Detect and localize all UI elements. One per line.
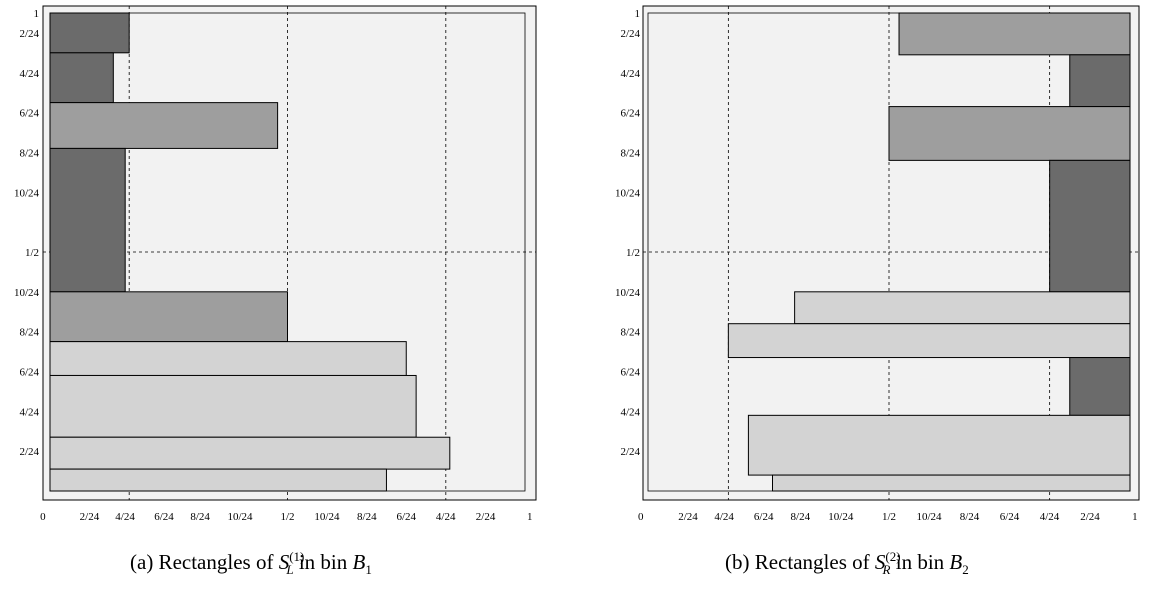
item-rectangle-5: [49, 291, 288, 343]
x-tick-label: 0: [638, 511, 644, 523]
y-tick-label: 6/24: [620, 108, 640, 120]
y-tick-label: 4/24: [620, 68, 640, 80]
item-rectangle-6: [727, 323, 1131, 359]
x-tick-label: 6/24: [396, 511, 416, 523]
caption-a: (a) Rectangles of S(1)L in bin B1: [130, 549, 372, 578]
y-tick-label: 4/24: [19, 406, 39, 418]
x-tick-label: 10/24: [916, 511, 942, 523]
y-tick-label: 4/24: [620, 406, 640, 418]
y-tick-label: 2/24: [19, 446, 39, 458]
y-tick-label: 2/24: [620, 446, 640, 458]
x-tick-label: 10/24: [227, 511, 253, 523]
y-tick-label: 1: [34, 8, 40, 20]
x-tick-label: 8/24: [357, 511, 377, 523]
item-rectangle-8: [49, 436, 451, 470]
x-tick-label: 0: [40, 511, 46, 523]
y-tick-label: 6/24: [19, 108, 39, 120]
y-tick-label: 6/24: [19, 367, 39, 379]
item-rectangle-3: [49, 102, 279, 149]
y-tick-label: 8/24: [620, 327, 640, 339]
x-tick-label: 2/24: [80, 511, 100, 523]
y-tick-label: 2/24: [19, 28, 39, 40]
y-tick-label: 4/24: [19, 68, 39, 80]
x-tick-label: 2/24: [1080, 511, 1100, 523]
x-tick-label: 10/24: [314, 511, 340, 523]
x-tick-label: 1/2: [280, 511, 294, 523]
y-tick-label: 8/24: [19, 147, 39, 159]
item-rectangle-6: [49, 341, 407, 376]
x-tick-label: 8/24: [960, 511, 980, 523]
y-tick-label: 10/24: [14, 187, 40, 199]
x-tick-label: 4/24: [436, 511, 456, 523]
item-rectangle-7: [1069, 357, 1131, 416]
y-tick-label: 2/24: [620, 28, 640, 40]
y-tick-label: 1/2: [626, 247, 640, 259]
y-tick-label: 8/24: [19, 327, 39, 339]
y-tick-label: 10/24: [615, 187, 641, 199]
caption-b: (b) Rectangles of S(2)R in bin B2: [725, 549, 969, 578]
item-rectangle-3: [888, 106, 1131, 161]
x-tick-label: 1: [527, 511, 533, 523]
item-rectangle-9: [49, 468, 387, 492]
x-tick-label: 4/24: [115, 511, 135, 523]
item-rectangle-5: [794, 291, 1131, 325]
y-tick-label: 8/24: [620, 147, 640, 159]
item-rectangle-4: [49, 147, 126, 293]
panel-a: 1 2/24 4/24 6/24 8/24 10/24 1/2 10/24 8/24 6/24 4/…: [14, 5, 537, 523]
x-tick-label: 8/24: [791, 511, 811, 523]
x-tick-label: 6/24: [154, 511, 174, 523]
y-tick-label: 1: [635, 8, 641, 20]
x-tick-label: 1/2: [882, 511, 896, 523]
x-tick-label: 2/24: [678, 511, 698, 523]
x-tick-label: 2/24: [476, 511, 496, 523]
x-tick-label: 10/24: [828, 511, 854, 523]
x-tick-label: 6/24: [754, 511, 774, 523]
y-tick-label: 1/2: [25, 247, 39, 259]
item-rectangle-1: [49, 12, 130, 54]
item-rectangle-1: [898, 12, 1131, 56]
item-rectangle-7: [49, 374, 417, 438]
item-rectangle-2: [49, 52, 114, 104]
y-tick-label: 6/24: [620, 367, 640, 379]
panel-b: 1 2/24 4/24 6/24 8/24 10/24 1/2 10/24 8/24 6/24 4/…: [615, 5, 1140, 523]
y-tick-label: 10/24: [14, 287, 40, 299]
x-tick-label: 6/24: [1000, 511, 1020, 523]
x-tick-label: 4/24: [714, 511, 734, 523]
item-rectangle-4: [1049, 159, 1131, 293]
x-tick-label: 4/24: [1040, 511, 1060, 523]
item-rectangle-8: [747, 414, 1131, 476]
x-tick-label: 1: [1132, 511, 1138, 523]
y-tick-label: 10/24: [615, 287, 641, 299]
x-tick-label: 8/24: [190, 511, 210, 523]
item-rectangle-2: [1069, 54, 1131, 108]
item-rectangle-9: [772, 474, 1131, 492]
